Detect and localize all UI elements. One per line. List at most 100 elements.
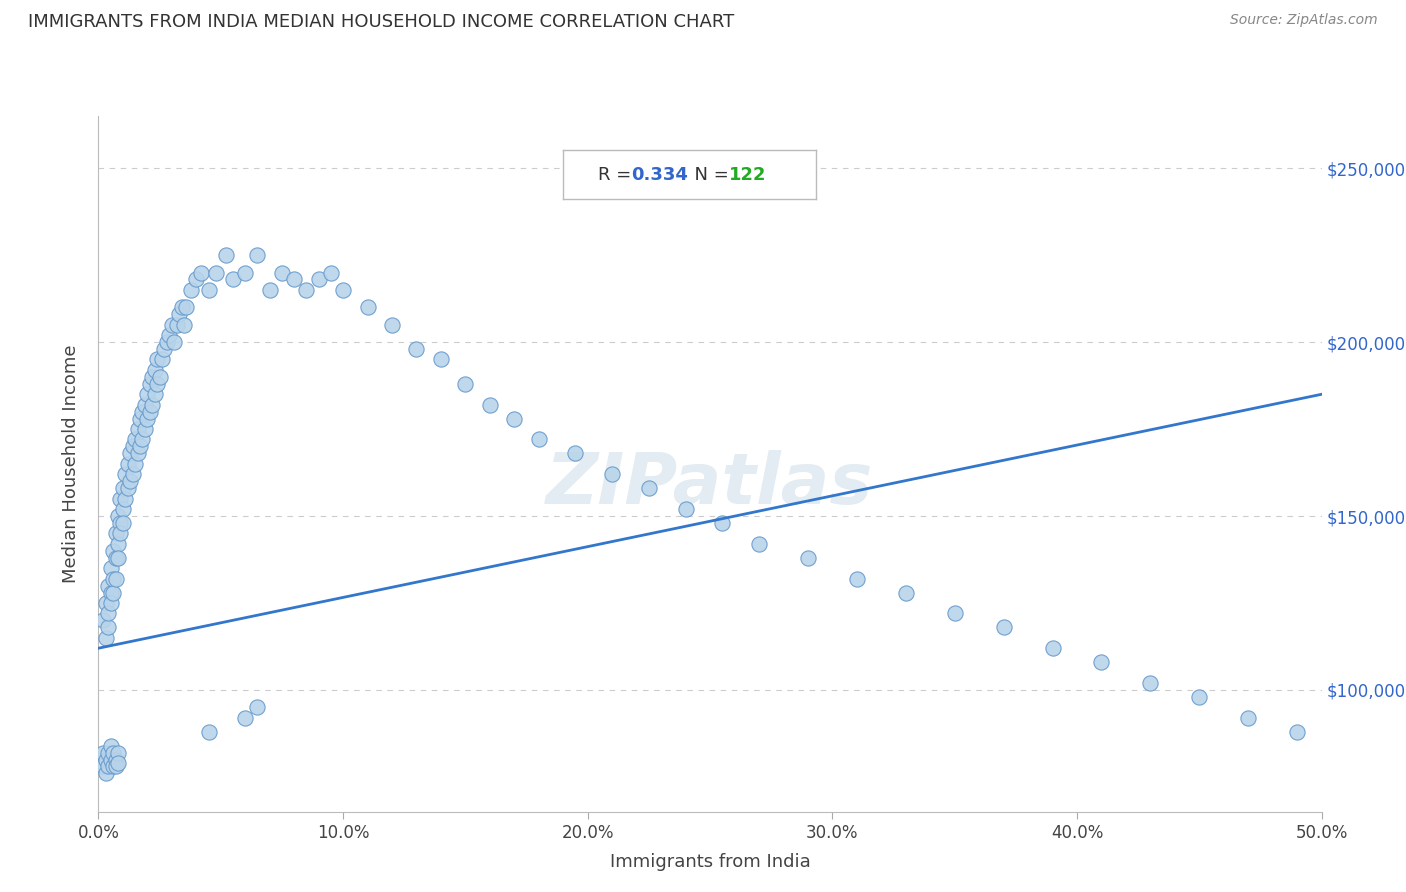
Point bbox=[101, 746, 124, 760]
Point bbox=[146, 376, 169, 391]
Point bbox=[205, 266, 228, 280]
Point bbox=[139, 404, 162, 418]
Point bbox=[259, 283, 281, 297]
Point bbox=[101, 572, 124, 586]
Point bbox=[110, 516, 132, 530]
Point bbox=[127, 446, 149, 460]
Point bbox=[176, 300, 198, 315]
Point bbox=[136, 411, 159, 425]
Point bbox=[97, 607, 120, 621]
Point bbox=[1042, 641, 1064, 656]
Point bbox=[107, 508, 129, 523]
Point bbox=[121, 439, 143, 453]
Point bbox=[711, 516, 734, 530]
Point bbox=[675, 502, 697, 516]
Point bbox=[110, 526, 132, 541]
Point bbox=[120, 446, 142, 460]
Point bbox=[97, 620, 120, 634]
Point bbox=[1286, 724, 1309, 739]
Point bbox=[295, 283, 318, 297]
Point bbox=[270, 266, 294, 280]
Point bbox=[104, 526, 127, 541]
Text: IMMIGRANTS FROM INDIA MEDIAN HOUSEHOLD INCOME CORRELATION CHART: IMMIGRANTS FROM INDIA MEDIAN HOUSEHOLD I… bbox=[28, 13, 734, 31]
Point bbox=[114, 491, 136, 506]
Point bbox=[114, 467, 136, 482]
Point bbox=[101, 543, 124, 558]
Point bbox=[1237, 711, 1260, 725]
Point bbox=[120, 474, 142, 488]
Point bbox=[111, 481, 134, 495]
Point bbox=[600, 467, 623, 482]
Point bbox=[381, 318, 404, 332]
Point bbox=[100, 585, 122, 599]
Point bbox=[97, 578, 120, 592]
Point bbox=[100, 739, 122, 753]
Point bbox=[104, 550, 127, 565]
Point bbox=[111, 502, 134, 516]
Point bbox=[186, 272, 208, 286]
Point bbox=[134, 398, 156, 412]
Point bbox=[143, 363, 166, 377]
Point bbox=[222, 272, 245, 286]
Point bbox=[101, 759, 124, 773]
Point bbox=[214, 248, 236, 262]
Text: 122: 122 bbox=[730, 166, 766, 184]
Text: N =: N = bbox=[683, 166, 734, 184]
Y-axis label: Median Household Income: Median Household Income bbox=[62, 344, 80, 583]
Point bbox=[246, 700, 269, 714]
Point bbox=[94, 596, 117, 610]
Point bbox=[527, 433, 550, 447]
Point bbox=[157, 328, 180, 343]
Point bbox=[141, 369, 163, 384]
Point bbox=[503, 411, 526, 425]
Point bbox=[150, 352, 173, 367]
Point bbox=[100, 561, 122, 575]
Point bbox=[170, 300, 193, 315]
Point bbox=[100, 752, 122, 766]
Text: R =: R = bbox=[599, 166, 637, 184]
Point bbox=[319, 266, 342, 280]
Point bbox=[173, 318, 195, 332]
Point bbox=[1139, 676, 1161, 690]
Point bbox=[430, 352, 453, 367]
Point bbox=[197, 724, 219, 739]
Point bbox=[91, 746, 114, 760]
Point bbox=[129, 411, 152, 425]
Point bbox=[117, 481, 139, 495]
Point bbox=[94, 752, 117, 766]
Point bbox=[91, 759, 114, 773]
Point bbox=[143, 387, 166, 401]
Point bbox=[233, 711, 256, 725]
Point bbox=[124, 433, 146, 447]
Point bbox=[163, 334, 186, 349]
Point bbox=[100, 596, 122, 610]
Point bbox=[104, 752, 127, 766]
Point bbox=[101, 585, 124, 599]
Point bbox=[993, 620, 1015, 634]
Point bbox=[156, 334, 179, 349]
Point bbox=[97, 759, 120, 773]
Point bbox=[564, 446, 586, 460]
Point bbox=[94, 631, 117, 645]
X-axis label: Immigrants from India: Immigrants from India bbox=[610, 853, 810, 871]
Point bbox=[110, 491, 132, 506]
Point bbox=[478, 398, 501, 412]
Point bbox=[107, 756, 129, 770]
Point bbox=[308, 272, 330, 286]
Point bbox=[454, 376, 477, 391]
Point bbox=[197, 283, 219, 297]
Point bbox=[233, 266, 256, 280]
Point bbox=[1090, 655, 1112, 669]
Point bbox=[127, 422, 149, 436]
Point bbox=[332, 283, 354, 297]
Point bbox=[167, 307, 190, 321]
Point bbox=[94, 766, 117, 780]
Point bbox=[117, 457, 139, 471]
Point bbox=[1188, 690, 1211, 704]
Point bbox=[797, 550, 820, 565]
Point bbox=[131, 433, 153, 447]
Point bbox=[111, 516, 134, 530]
Point bbox=[180, 283, 202, 297]
Text: Source: ZipAtlas.com: Source: ZipAtlas.com bbox=[1230, 13, 1378, 28]
Point bbox=[129, 439, 152, 453]
